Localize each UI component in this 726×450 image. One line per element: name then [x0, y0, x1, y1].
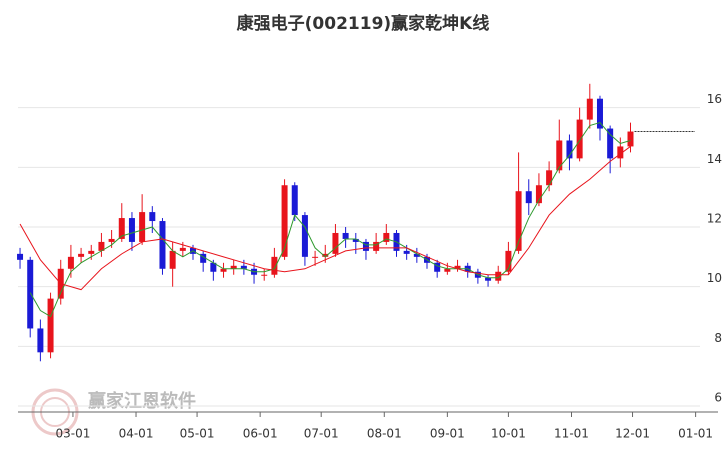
candle-body	[271, 256, 278, 275]
candle-body	[27, 259, 34, 329]
candle-body	[179, 247, 186, 251]
y-tick-label: 6	[714, 391, 722, 405]
candle-body	[210, 262, 217, 272]
x-tick-label: 04-01	[119, 427, 154, 441]
candle-body	[596, 98, 603, 129]
candle-body	[352, 238, 359, 242]
candle-body	[576, 119, 583, 159]
candle-body	[301, 215, 308, 257]
candle-body	[586, 98, 593, 120]
candle-body	[403, 250, 410, 254]
candle-body	[240, 265, 247, 269]
candle-body	[556, 140, 563, 171]
candle-body	[47, 298, 54, 353]
watermark: 赢家江恩软件	[88, 390, 196, 412]
moving-average	[29, 122, 631, 318]
moving-average	[19, 146, 631, 291]
candle-body	[362, 241, 369, 251]
candle-body	[108, 238, 115, 242]
candle-body	[67, 256, 74, 269]
x-tick-label: 10-01	[491, 427, 526, 441]
x-tick-label: 03-01	[56, 427, 91, 441]
x-tick-label: 01-01	[678, 427, 713, 441]
x-tick-label: 08-01	[367, 427, 402, 441]
candle-body	[281, 185, 288, 257]
candle-body	[515, 191, 522, 251]
candle-body	[159, 221, 166, 269]
candle-body	[566, 140, 573, 159]
x-tick-label: 09-01	[430, 427, 465, 441]
candle-body	[78, 253, 85, 257]
x-tick-label: 06-01	[243, 427, 278, 441]
candle-body	[454, 265, 461, 269]
candle-body	[434, 262, 441, 272]
candle-body	[200, 253, 207, 263]
candle-body	[495, 271, 502, 281]
candle-body	[546, 170, 553, 186]
candle-body	[169, 250, 176, 269]
candle-body	[525, 191, 532, 204]
candle-body	[220, 268, 227, 272]
candle-body	[617, 146, 624, 159]
candle-body	[261, 274, 268, 276]
candle-body	[607, 128, 614, 159]
candle-body	[322, 253, 329, 257]
candle-body	[342, 232, 349, 239]
x-tick-label: 05-01	[180, 427, 215, 441]
candle-body	[17, 253, 24, 260]
y-tick-label: 14	[707, 152, 722, 166]
x-tick-label: 12-01	[615, 427, 650, 441]
candle-body	[373, 241, 380, 251]
candle-body	[291, 185, 298, 216]
chart-title: 康强电子(002119)赢家乾坤K线	[237, 13, 490, 34]
candle-body	[312, 256, 319, 258]
y-tick-label: 10	[707, 271, 722, 285]
candle-body	[128, 218, 135, 242]
candle-body	[37, 328, 44, 353]
x-tick-label: 07-01	[304, 427, 339, 441]
candle-body	[149, 212, 156, 222]
x-tick-label: 11-01	[554, 427, 589, 441]
candle-body	[535, 185, 542, 204]
candle-body	[88, 250, 95, 254]
candle-body	[485, 277, 492, 281]
candle-body	[332, 232, 339, 254]
candle-body	[505, 250, 512, 272]
y-tick-label: 12	[707, 212, 722, 226]
y-tick-label: 8	[714, 331, 722, 345]
candle-body	[230, 265, 237, 269]
candle-body	[98, 241, 105, 251]
candle-body	[118, 218, 125, 239]
candle-body	[413, 253, 420, 257]
candle-body	[383, 232, 390, 242]
candle-body	[627, 131, 634, 147]
candle-body	[139, 212, 146, 242]
y-tick-label: 16	[707, 92, 722, 106]
candle-body	[444, 268, 451, 272]
